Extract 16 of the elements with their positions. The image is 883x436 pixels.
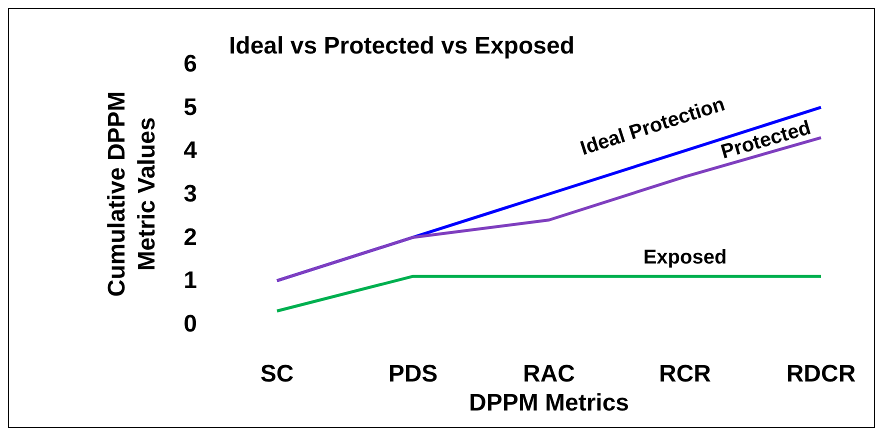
x-tick-label: RAC	[523, 360, 575, 388]
y-tick-label: 6	[184, 50, 197, 78]
y-tick-label: 2	[184, 224, 197, 251]
y-tick-label: 0	[184, 310, 197, 338]
x-tick-label: PDS	[388, 360, 438, 388]
series-label: Exposed	[643, 246, 727, 268]
x-tick-label: RCR	[659, 360, 711, 388]
y-axis-title: Cumulative DPPM Metric Values	[104, 91, 160, 297]
x-axis-title: DPPM Metrics	[468, 389, 630, 416]
y-tick-label: 1	[184, 267, 197, 294]
y-tick-label: 4	[184, 137, 198, 164]
x-tick-label: RDCR	[786, 360, 856, 388]
y-tick-label: 3	[184, 180, 197, 208]
y-tick-label: 5	[184, 94, 197, 121]
chart-title: Ideal vs Protected vs Exposed	[229, 32, 574, 60]
x-tick-label: SC	[260, 360, 294, 388]
